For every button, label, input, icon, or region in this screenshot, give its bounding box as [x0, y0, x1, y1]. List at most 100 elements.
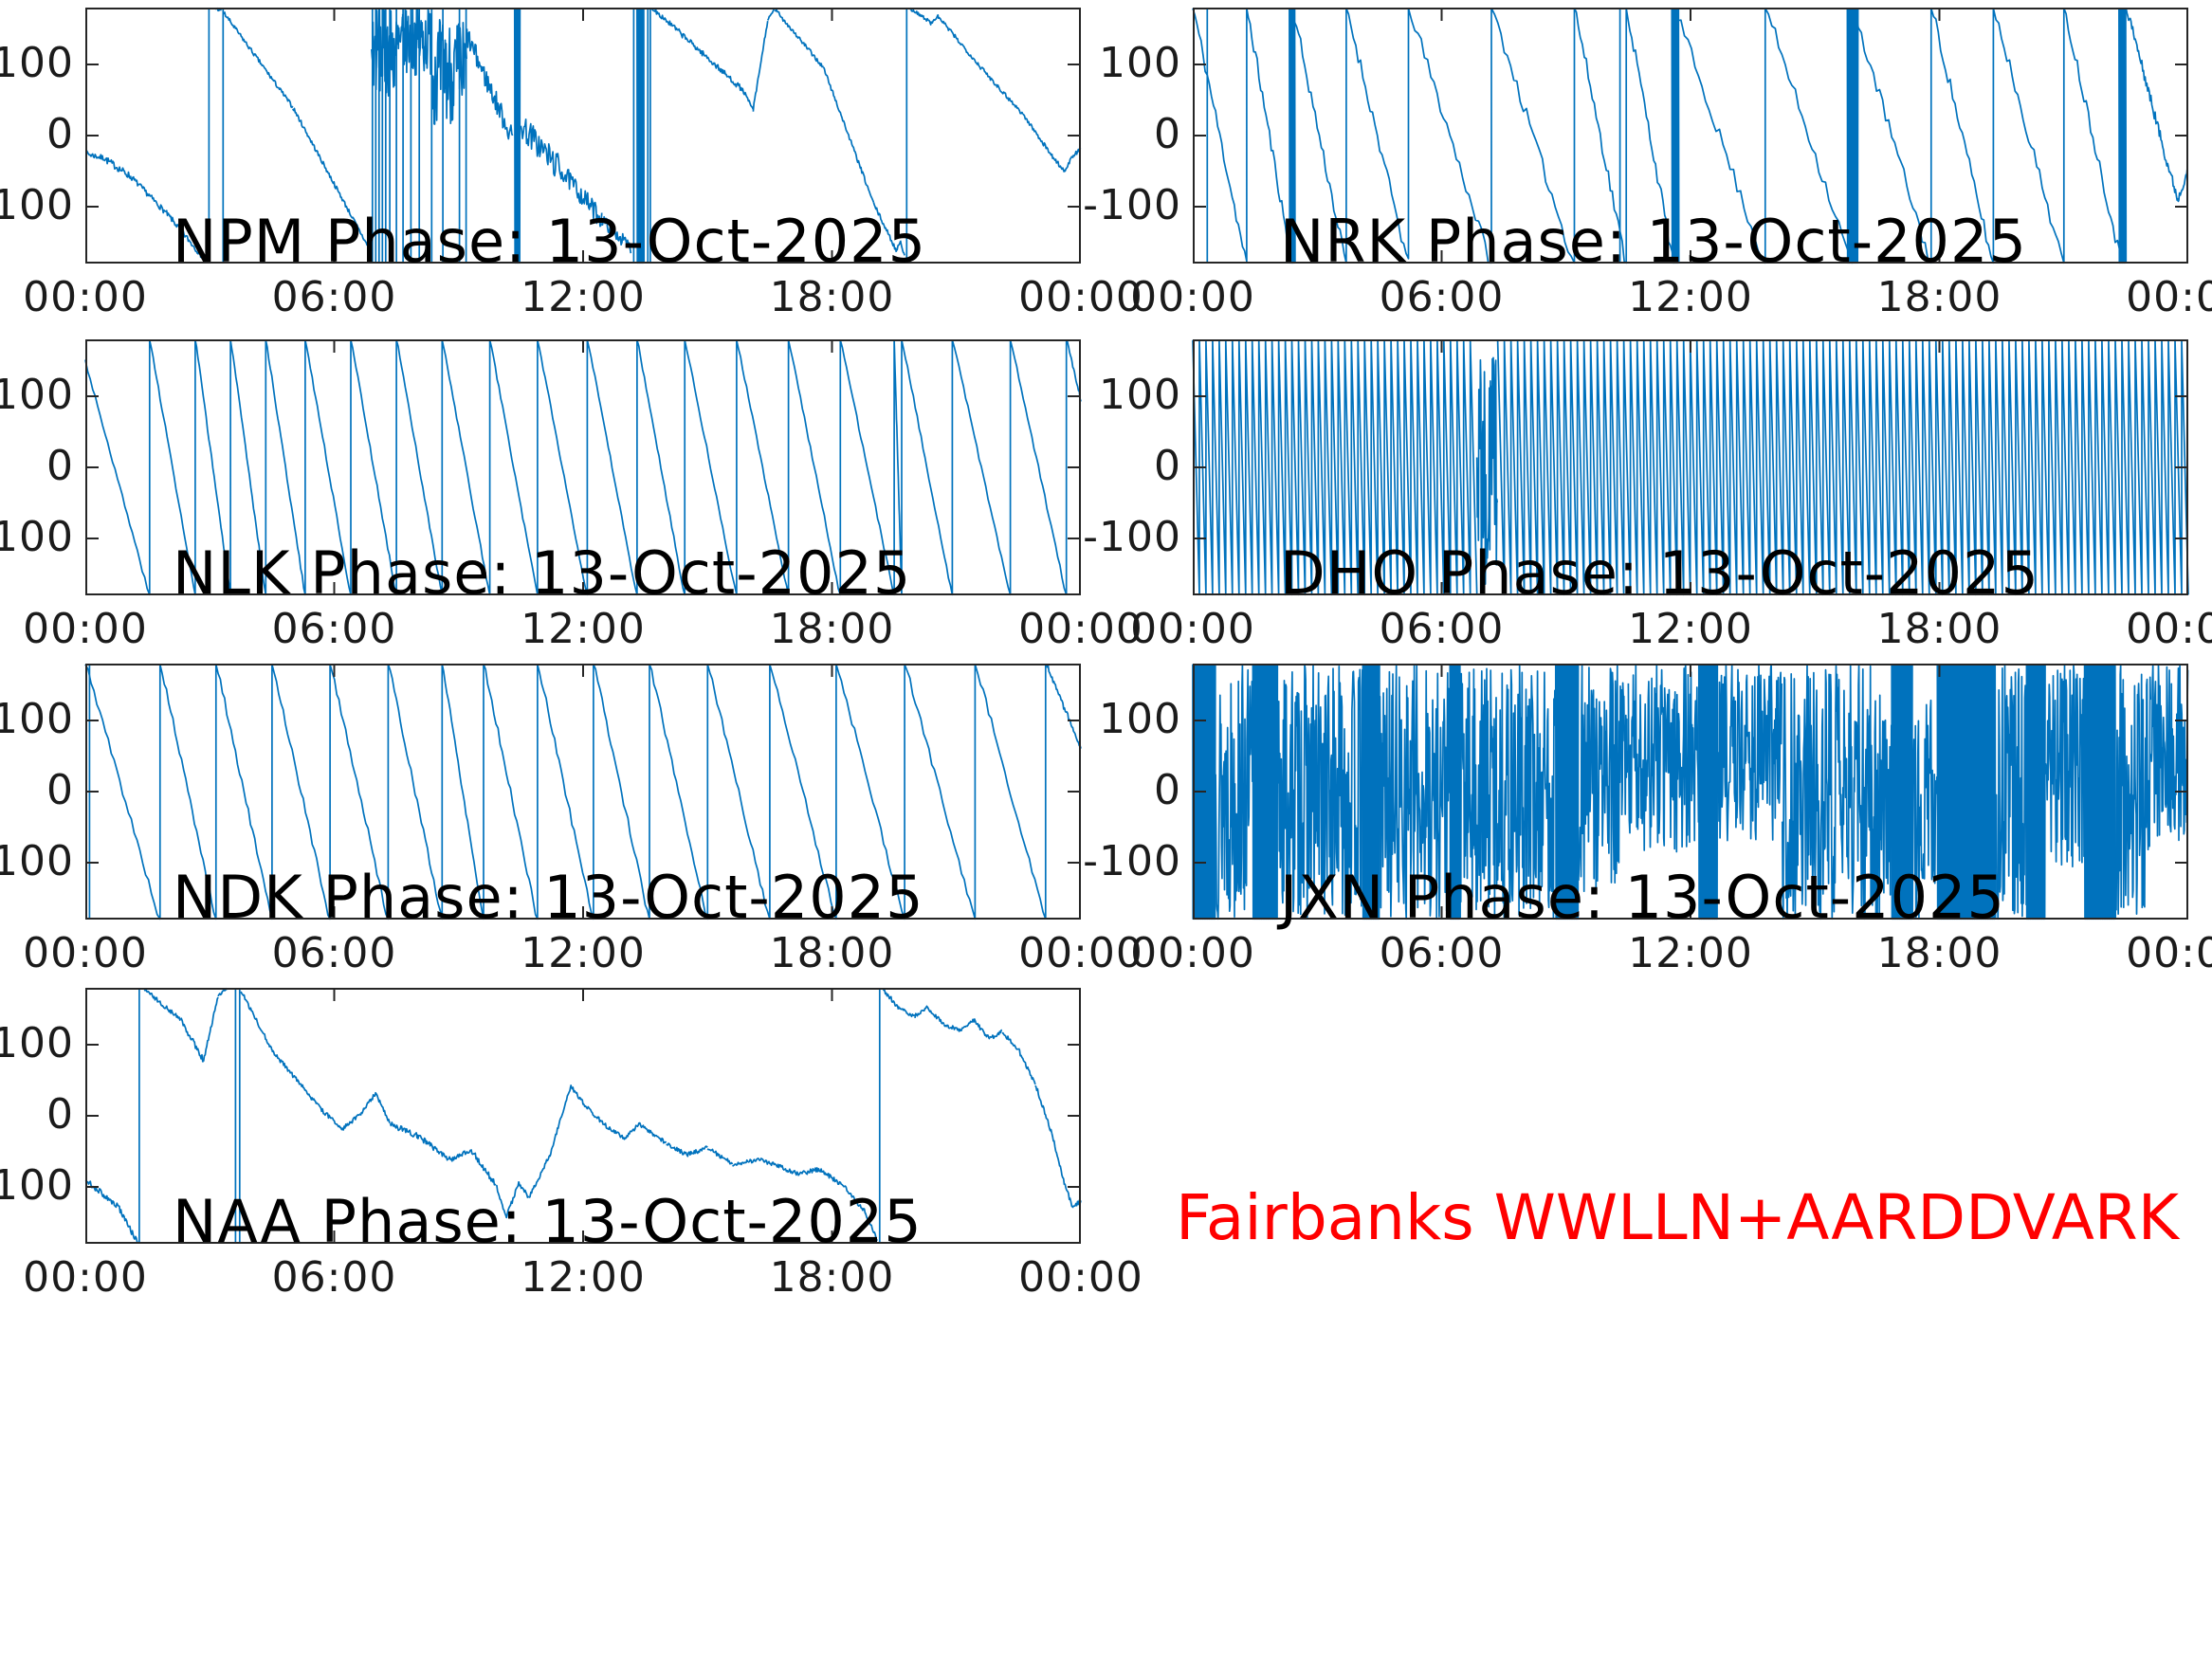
- phase-line: [1215, 663, 1253, 921]
- x-tick-label: 18:00: [1876, 273, 2002, 321]
- x-tick-label: 00:00: [1018, 273, 1143, 321]
- phase-line: [1475, 356, 1499, 585]
- x-tick-label: 12:00: [521, 1253, 646, 1302]
- phase-line: [1063, 1182, 1073, 1208]
- phase-line: [766, 8, 776, 21]
- phase-line: [2166, 162, 2179, 202]
- x-tick-label: 12:00: [521, 929, 646, 977]
- phase-line: [989, 1029, 1003, 1040]
- phase-line: [798, 1167, 821, 1176]
- phase-line: [240, 991, 273, 1051]
- phase-line: [466, 28, 514, 140]
- phase-line: [84, 663, 1047, 921]
- phase-line: [1379, 663, 1451, 921]
- subplot-title-naa: NAA Phase: 13-Oct-2025: [173, 1187, 923, 1256]
- phase-line: [1252, 663, 1279, 921]
- subplot-dho-phase: DHO Phase: 13-Oct-2025: [1192, 338, 2189, 603]
- phase-line: [1627, 663, 1700, 853]
- y-tick-label: -100: [0, 837, 74, 885]
- phase-line: [899, 240, 905, 256]
- axis-box: [1193, 339, 2188, 595]
- phase-line: [636, 7, 646, 264]
- x-tick-label: 18:00: [769, 1253, 895, 1302]
- x-tick-label: 06:00: [271, 273, 397, 321]
- phase-line: [895, 241, 902, 251]
- x-tick-label: 00:00: [23, 929, 148, 977]
- x-tick-label: 12:00: [1628, 929, 1753, 977]
- phase-line: [360, 1091, 377, 1115]
- y-tick-label: 0: [46, 1090, 74, 1139]
- phase-line: [2118, 7, 2128, 264]
- phase-line: [217, 987, 231, 997]
- phase-line: [1051, 153, 1066, 173]
- phase-line: [2025, 663, 2046, 921]
- phase-line: [960, 1018, 975, 1031]
- x-tick-label: 18:00: [1876, 605, 2002, 653]
- phase-line: [449, 1149, 472, 1162]
- phase-line: [401, 7, 432, 77]
- x-tick-label: 00:00: [1130, 605, 1255, 653]
- phase-line: [624, 1121, 640, 1139]
- y-tick-label: 0: [46, 110, 74, 158]
- ndk-axes: [84, 663, 1082, 921]
- phase-line: [1051, 1133, 1066, 1185]
- axis-box: [85, 339, 1081, 595]
- x-tick-label: 18:00: [769, 273, 895, 321]
- phase-line: [872, 201, 898, 253]
- y-tick-label: 0: [1154, 442, 1181, 490]
- phase-line: [271, 1049, 298, 1083]
- nrk-axes: [1192, 7, 2189, 264]
- phase-line: [518, 1181, 530, 1198]
- axis-box: [85, 988, 1081, 1244]
- phase-line: [1496, 338, 2189, 596]
- phase-line: [371, 7, 404, 97]
- x-tick-label: 06:00: [271, 605, 397, 653]
- y-tick-label: -100: [1083, 837, 1181, 885]
- phase-line: [914, 1005, 928, 1019]
- x-tick-label: 12:00: [1628, 273, 1753, 321]
- phase-line: [559, 169, 603, 228]
- phase-line: [130, 175, 170, 217]
- phase-line: [1449, 663, 1461, 921]
- phase-line: [980, 66, 1024, 115]
- phase-line: [292, 107, 371, 250]
- x-tick-label: 18:00: [769, 605, 895, 653]
- phase-line: [686, 1145, 708, 1158]
- phase-line: [1022, 113, 1053, 156]
- phase-line: [906, 7, 933, 26]
- phase-line: [520, 118, 561, 177]
- subplot-naa-phase: NAA Phase: 13-Oct-2025: [84, 987, 1082, 1251]
- subplot-title-nrk: NRK Phase: 13-Oct-2025: [1280, 207, 2027, 276]
- y-tick-label: 100: [1099, 695, 1181, 743]
- axis-box: [85, 8, 1081, 264]
- dho-axes: [1192, 338, 2189, 596]
- x-tick-label: 12:00: [521, 605, 646, 653]
- phase-line: [650, 8, 744, 92]
- phase-line: [470, 1149, 497, 1186]
- x-tick-label: 06:00: [271, 929, 397, 977]
- phase-line: [1063, 155, 1073, 173]
- y-tick-label: -100: [1083, 181, 1181, 229]
- phase-line: [942, 1024, 961, 1032]
- y-tick-label: 100: [0, 695, 74, 743]
- x-tick-label: 06:00: [1379, 273, 1505, 321]
- phase-line: [84, 338, 1068, 596]
- phase-line: [926, 1006, 945, 1025]
- phase-line: [179, 1017, 204, 1063]
- x-tick-label: 06:00: [1379, 605, 1505, 653]
- y-tick-label: 100: [1099, 39, 1181, 87]
- subplot-title-dho: DHO Phase: 13-Oct-2025: [1280, 538, 2039, 608]
- phase-line: [528, 1154, 551, 1199]
- phase-line: [1017, 1048, 1036, 1085]
- phase-line: [706, 1148, 734, 1165]
- y-tick-label: -100: [0, 181, 74, 229]
- phase-line: [341, 1113, 362, 1131]
- phase-line: [1045, 663, 1082, 749]
- x-tick-label: 00:00: [1018, 929, 1143, 977]
- y-tick-label: 0: [46, 442, 74, 490]
- phase-line: [168, 213, 207, 263]
- x-tick-label: 00:00: [1018, 605, 1143, 653]
- phase-line: [495, 1184, 507, 1218]
- x-tick-label: 12:00: [1628, 605, 1753, 653]
- phase-line: [2114, 664, 2152, 915]
